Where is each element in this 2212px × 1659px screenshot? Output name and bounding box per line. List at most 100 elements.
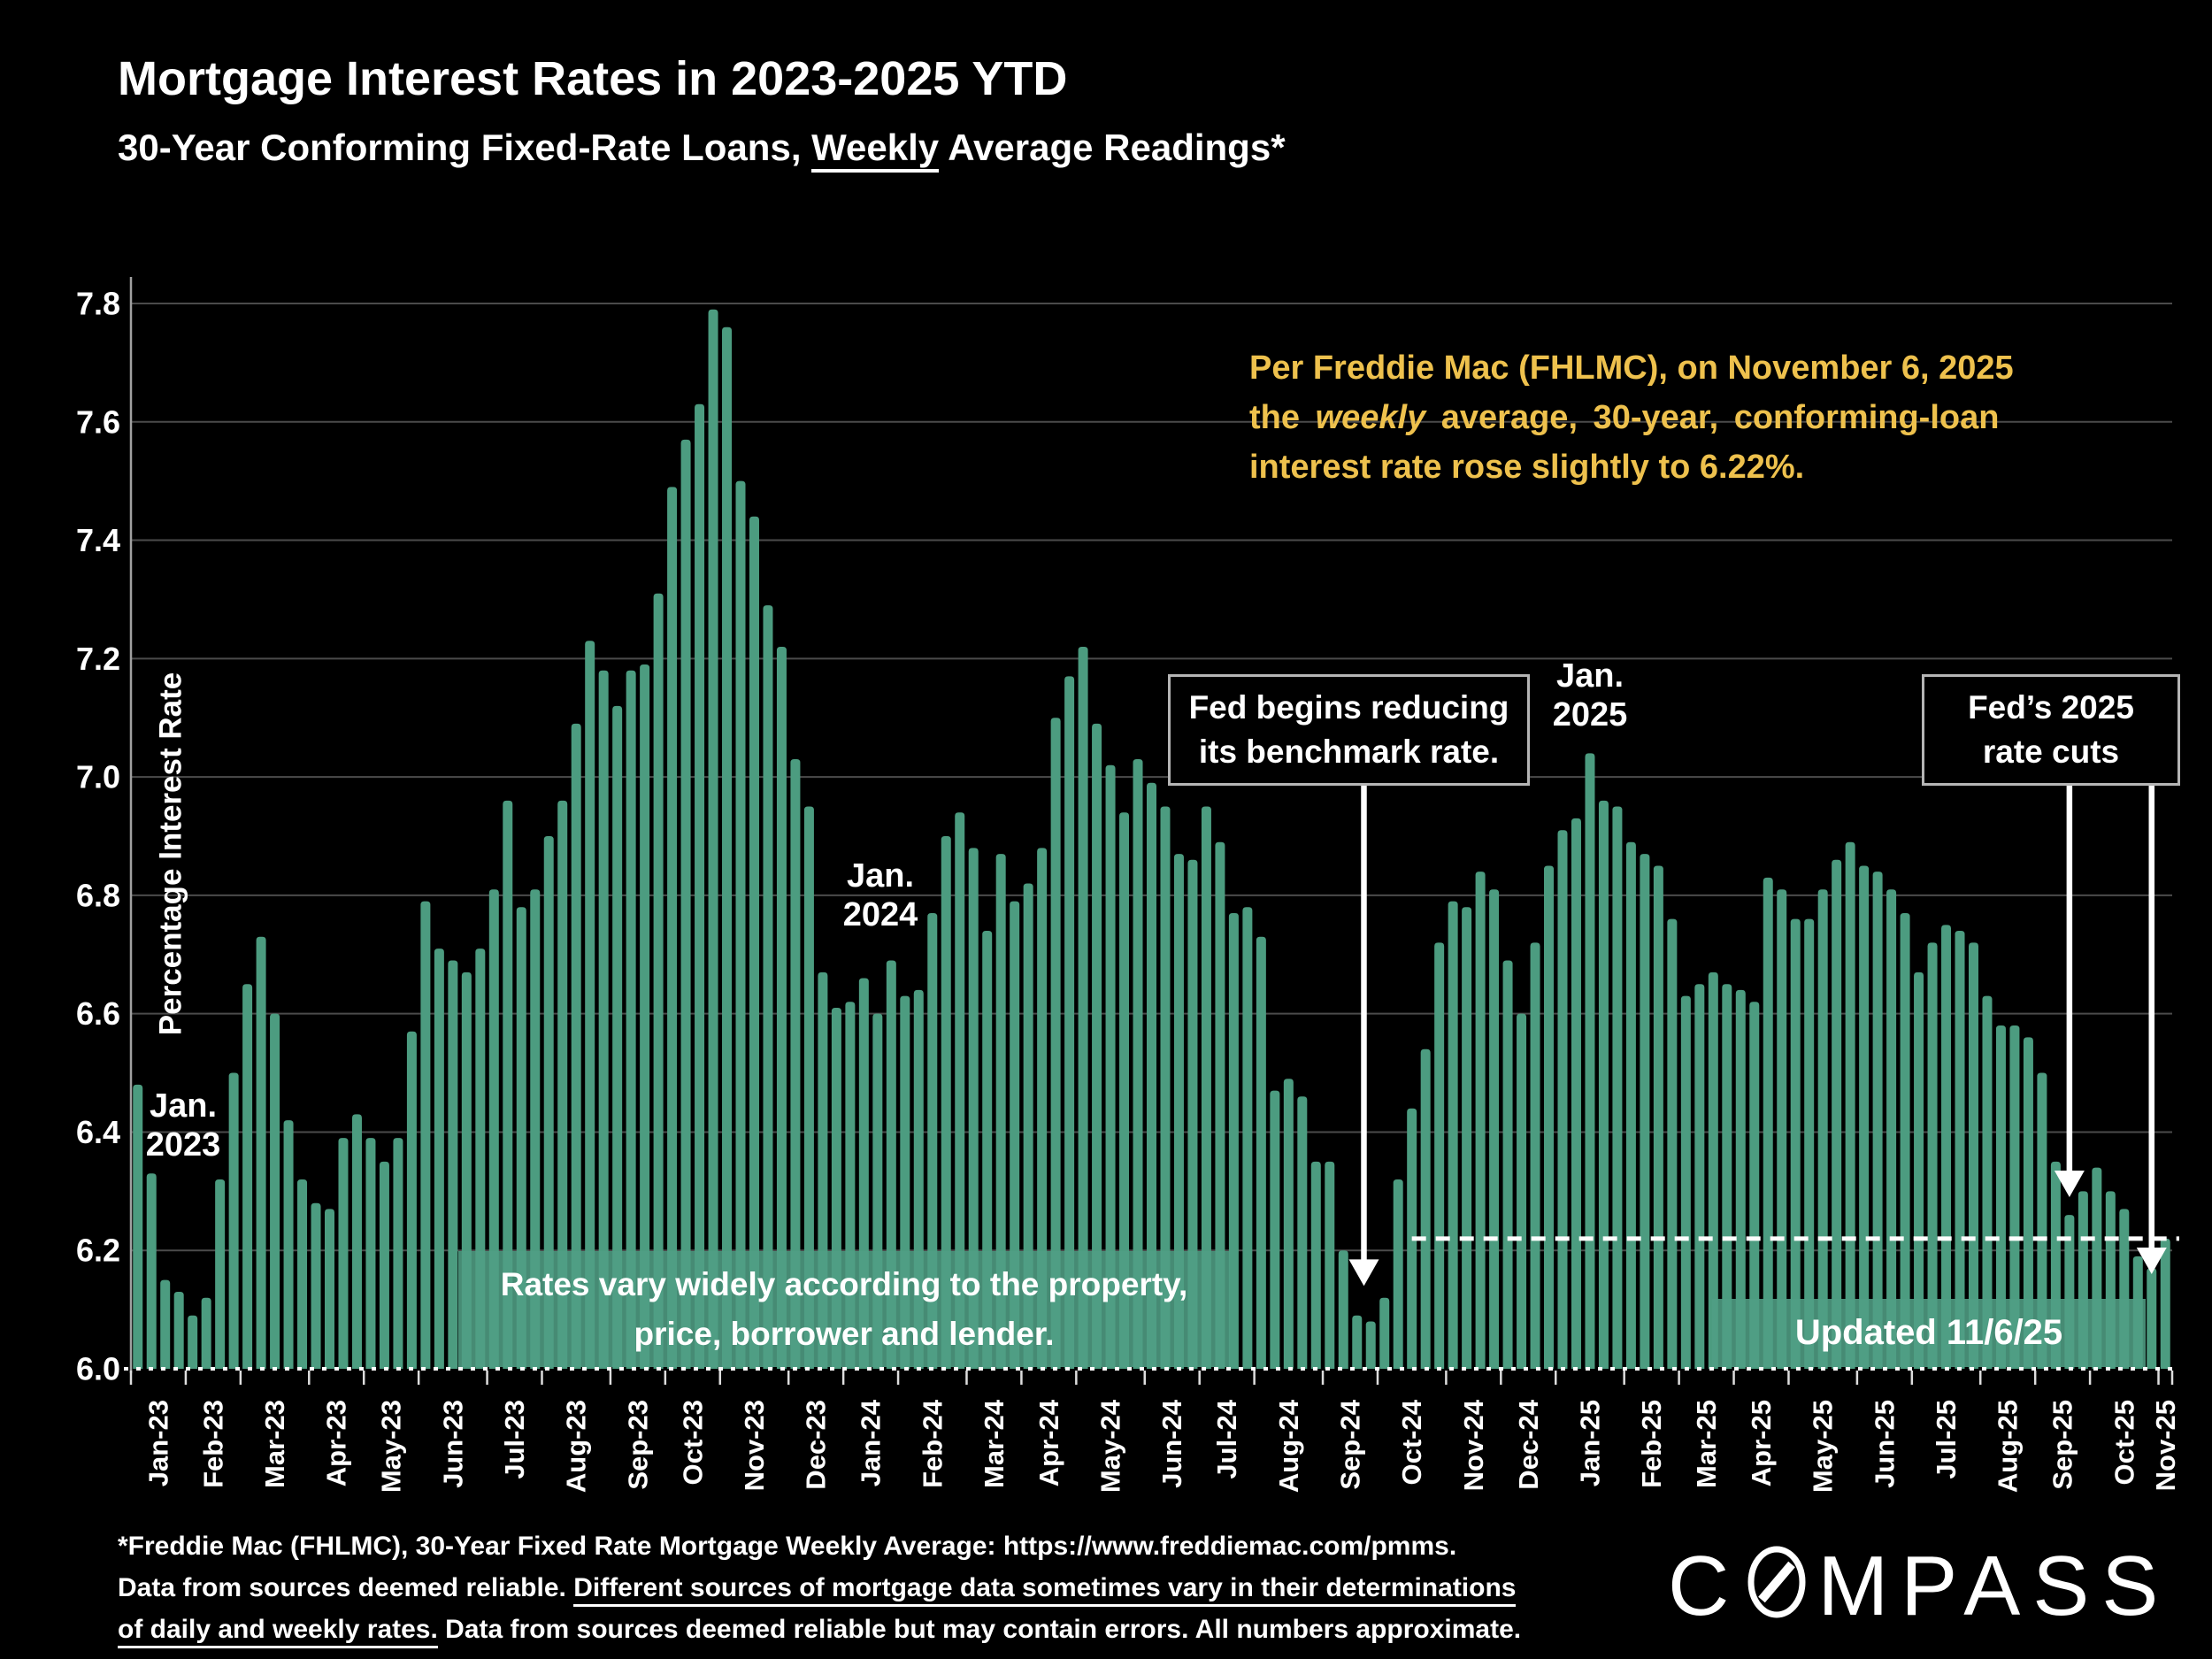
weekly-rate-bar bbox=[941, 836, 951, 1369]
weekly-rate-bar bbox=[173, 1292, 184, 1369]
weekly-rate-bar bbox=[1886, 889, 1897, 1369]
weekly-rate-bar bbox=[1832, 859, 1842, 1369]
x-month-label: Jun-23 bbox=[437, 1400, 468, 1488]
weekly-rate-bar bbox=[1598, 800, 1609, 1369]
weekly-rate-bar bbox=[1475, 872, 1486, 1369]
x-month-label: Nov-23 bbox=[739, 1400, 770, 1491]
x-month-label: Oct-24 bbox=[1396, 1399, 1427, 1485]
weekly-rate-bar bbox=[1270, 1090, 1280, 1369]
freddie-mac-note: Per Freddie Mac (FHLMC), on November 6, … bbox=[1249, 343, 2014, 492]
weekly-rate-bar bbox=[503, 800, 513, 1369]
weekly-rate-bar bbox=[283, 1120, 294, 1369]
weekly-rate-bar bbox=[1187, 859, 1198, 1369]
jan-2024-label: Jan. 2024 bbox=[842, 857, 918, 933]
weekly-rate-bar bbox=[790, 759, 801, 1369]
weekly-rate-bar bbox=[530, 889, 541, 1369]
weekly-rate-bar bbox=[776, 646, 787, 1369]
y-tick-label: 7.8 bbox=[76, 286, 120, 322]
x-month-label: Apr-25 bbox=[1746, 1400, 1777, 1486]
weekly-rate-bar bbox=[1557, 830, 1568, 1369]
y-tick-label: 6.4 bbox=[76, 1114, 120, 1150]
weekly-rate-bar bbox=[1941, 925, 1952, 1369]
y-tick-label: 7.2 bbox=[76, 641, 120, 677]
y-tick-label: 6.2 bbox=[76, 1233, 120, 1269]
updated-date-box: Updated 11/6/25 bbox=[1712, 1299, 2146, 1367]
weekly-rate-bar bbox=[406, 1031, 417, 1369]
jan-2025-label: Jan. 2025 bbox=[1552, 657, 1628, 733]
weekly-rate-bar bbox=[1037, 848, 1048, 1369]
weekly-rate-bar bbox=[1338, 1250, 1348, 1369]
rates-vary-note-box: Rates vary widely according to the prope… bbox=[458, 1251, 1230, 1367]
weekly-rate-bar bbox=[1722, 984, 1732, 1369]
weekly-rate-bar bbox=[1777, 889, 1787, 1369]
note-line2: the weekly average, 30-year, conforming-… bbox=[1249, 399, 2000, 436]
fed-begins-callout: Fed begins reducing its benchmark rate. bbox=[1168, 674, 1530, 786]
weekly-rate-bar bbox=[2037, 1072, 2047, 1369]
weekly-rate-bar bbox=[1517, 1013, 1527, 1369]
weekly-rate-bar bbox=[1242, 907, 1253, 1369]
weekly-rate-bar bbox=[1133, 759, 1143, 1369]
weekly-rate-bar bbox=[1502, 960, 1513, 1369]
weekly-rate-bar bbox=[488, 889, 499, 1369]
weekly-rate-bar bbox=[188, 1315, 198, 1369]
x-month-label: Sep-24 bbox=[1335, 1399, 1366, 1489]
fed-2025-rate-cuts-callout: Fed’s 2025 rate cuts bbox=[1922, 674, 2180, 786]
subtitle-prefix: 30-Year Conforming Fixed-Rate Loans, bbox=[118, 127, 812, 168]
x-month-label: Mar-24 bbox=[979, 1399, 1010, 1488]
weekly-rate-bar bbox=[1694, 984, 1705, 1369]
weekly-rate-bar bbox=[735, 480, 746, 1369]
x-month-label: Mar-25 bbox=[1691, 1400, 1722, 1488]
weekly-rate-bar bbox=[1612, 806, 1623, 1369]
weekly-rate-bar bbox=[1790, 918, 1801, 1369]
weekly-rate-bar bbox=[448, 960, 458, 1369]
weekly-rate-bar bbox=[803, 806, 814, 1369]
x-month-label: Oct-23 bbox=[677, 1400, 708, 1485]
x-month-label: Nov-24 bbox=[1458, 1399, 1489, 1491]
weekly-rate-bar bbox=[1968, 942, 1978, 1369]
weekly-rate-bar bbox=[1064, 676, 1075, 1369]
weekly-rate-bar bbox=[1105, 764, 1116, 1369]
weekly-rate-bar bbox=[1325, 1161, 1335, 1369]
x-month-label: Jun-24 bbox=[1156, 1399, 1187, 1488]
x-month-label: May-23 bbox=[376, 1400, 407, 1493]
y-tick-label: 6.8 bbox=[76, 877, 120, 913]
fed-begins-arrow-head bbox=[1348, 1259, 1379, 1286]
weekly-rate-bar bbox=[256, 936, 266, 1369]
weekly-rate-bar bbox=[311, 1202, 321, 1369]
footnote-line2: Data from sources deemed reliable. Diffe… bbox=[118, 1567, 1521, 1609]
weekly-rate-bar bbox=[722, 326, 733, 1369]
weekly-rate-bar bbox=[1914, 972, 1924, 1369]
weekly-rate-bar bbox=[968, 848, 979, 1369]
weekly-rate-bar bbox=[160, 1279, 171, 1369]
footnote: *Freddie Mac (FHLMC), 30-Year Fixed Rate… bbox=[118, 1525, 1521, 1650]
weekly-rate-bar bbox=[1653, 865, 1663, 1369]
x-month-label: Dec-23 bbox=[801, 1400, 832, 1490]
weekly-rate-bar bbox=[1420, 1048, 1431, 1369]
weekly-rate-bar bbox=[1078, 646, 1088, 1369]
weekly-rate-bar bbox=[1530, 942, 1540, 1369]
weekly-rate-bar bbox=[1544, 865, 1555, 1369]
weekly-rate-bar bbox=[1215, 841, 1225, 1369]
weekly-rate-bar bbox=[242, 984, 253, 1369]
weekly-rate-bar bbox=[1845, 841, 1855, 1369]
note-line1: Per Freddie Mac (FHLMC), on November 6, … bbox=[1249, 349, 2014, 387]
weekly-rate-bar bbox=[1900, 912, 1910, 1369]
weekly-rate-bar bbox=[955, 812, 965, 1369]
weekly-rate-bar bbox=[585, 641, 595, 1369]
x-month-label: Sep-25 bbox=[2047, 1400, 2078, 1490]
weekly-rate-bar bbox=[338, 1138, 349, 1369]
fed-2025-cut2-arrow-head bbox=[2136, 1247, 2167, 1274]
jan-2023-label: Jan. 2023 bbox=[145, 1087, 221, 1164]
weekly-rate-bar bbox=[1448, 901, 1458, 1369]
x-month-label: Jan-25 bbox=[1574, 1400, 1605, 1486]
weekly-rate-bar bbox=[1365, 1321, 1376, 1369]
y-axis-title: Percentage Interest Rate bbox=[154, 672, 188, 1035]
x-month-label: May-24 bbox=[1095, 1399, 1126, 1493]
y-tick-label: 6.0 bbox=[76, 1351, 120, 1387]
weekly-rate-bar bbox=[708, 309, 718, 1369]
weekly-rate-bar bbox=[667, 487, 678, 1369]
y-tick-label: 7.4 bbox=[76, 522, 120, 558]
weekly-rate-bar bbox=[146, 1173, 157, 1369]
weekly-rate-bar bbox=[680, 439, 691, 1369]
